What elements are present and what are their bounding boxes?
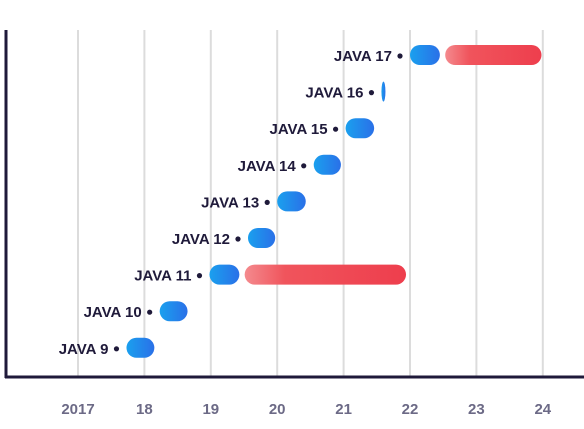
release-bar <box>247 228 276 248</box>
grid-lines <box>77 30 544 376</box>
x-tick-label: 19 <box>202 401 219 418</box>
x-tick-label: 18 <box>136 401 153 418</box>
release-bar <box>209 264 240 285</box>
row-bullet-dot <box>147 309 153 315</box>
row-bullet-dot <box>113 346 120 352</box>
lts-support-bar <box>244 264 407 285</box>
axes <box>4 30 584 379</box>
row-bullet-dot <box>301 163 307 169</box>
release-bar <box>159 301 188 322</box>
x-tick-label: 20 <box>269 401 286 418</box>
release-bar <box>381 81 386 102</box>
bars <box>126 45 542 358</box>
release-bar <box>345 118 375 139</box>
lts-support-bar <box>445 45 542 65</box>
row-bullet-dot <box>332 126 339 132</box>
row-label: JAVA 14 <box>238 158 297 175</box>
row-bullet-dot <box>196 273 203 279</box>
row-bullet-dot <box>397 53 403 59</box>
release-bar <box>126 337 155 358</box>
row-bullet-dot <box>264 199 270 205</box>
row-labels: JAVA 9 JAVA 10 JAVA 11 JAVA 12 JAVA 13 JAVA 1… <box>59 48 403 358</box>
row-label: JAVA 11 <box>134 268 191 285</box>
row-label: JAVA 10 <box>84 304 142 321</box>
x-tick-label: 23 <box>468 401 485 418</box>
x-tick-label: 24 <box>534 401 551 418</box>
row-bullet-dot <box>368 90 375 96</box>
x-tick-label: 2017 <box>61 401 94 418</box>
row-label: JAVA 15 <box>269 121 327 138</box>
release-bar <box>313 154 341 175</box>
release-bar <box>410 45 440 65</box>
row-label: JAVA 16 <box>305 85 363 102</box>
row-label: JAVA 13 <box>201 194 259 211</box>
row-label: JAVA 12 <box>172 231 230 248</box>
row-bullet-dot <box>235 236 241 242</box>
x-tick-labels: 2017 18 19 20 21 22 23 24 <box>61 401 551 418</box>
release-bar <box>277 191 306 212</box>
row-label: JAVA 9 <box>59 341 109 358</box>
x-tick-label: 21 <box>335 401 352 418</box>
row-label: JAVA 17 <box>334 48 392 65</box>
x-tick-label: 22 <box>402 401 419 418</box>
